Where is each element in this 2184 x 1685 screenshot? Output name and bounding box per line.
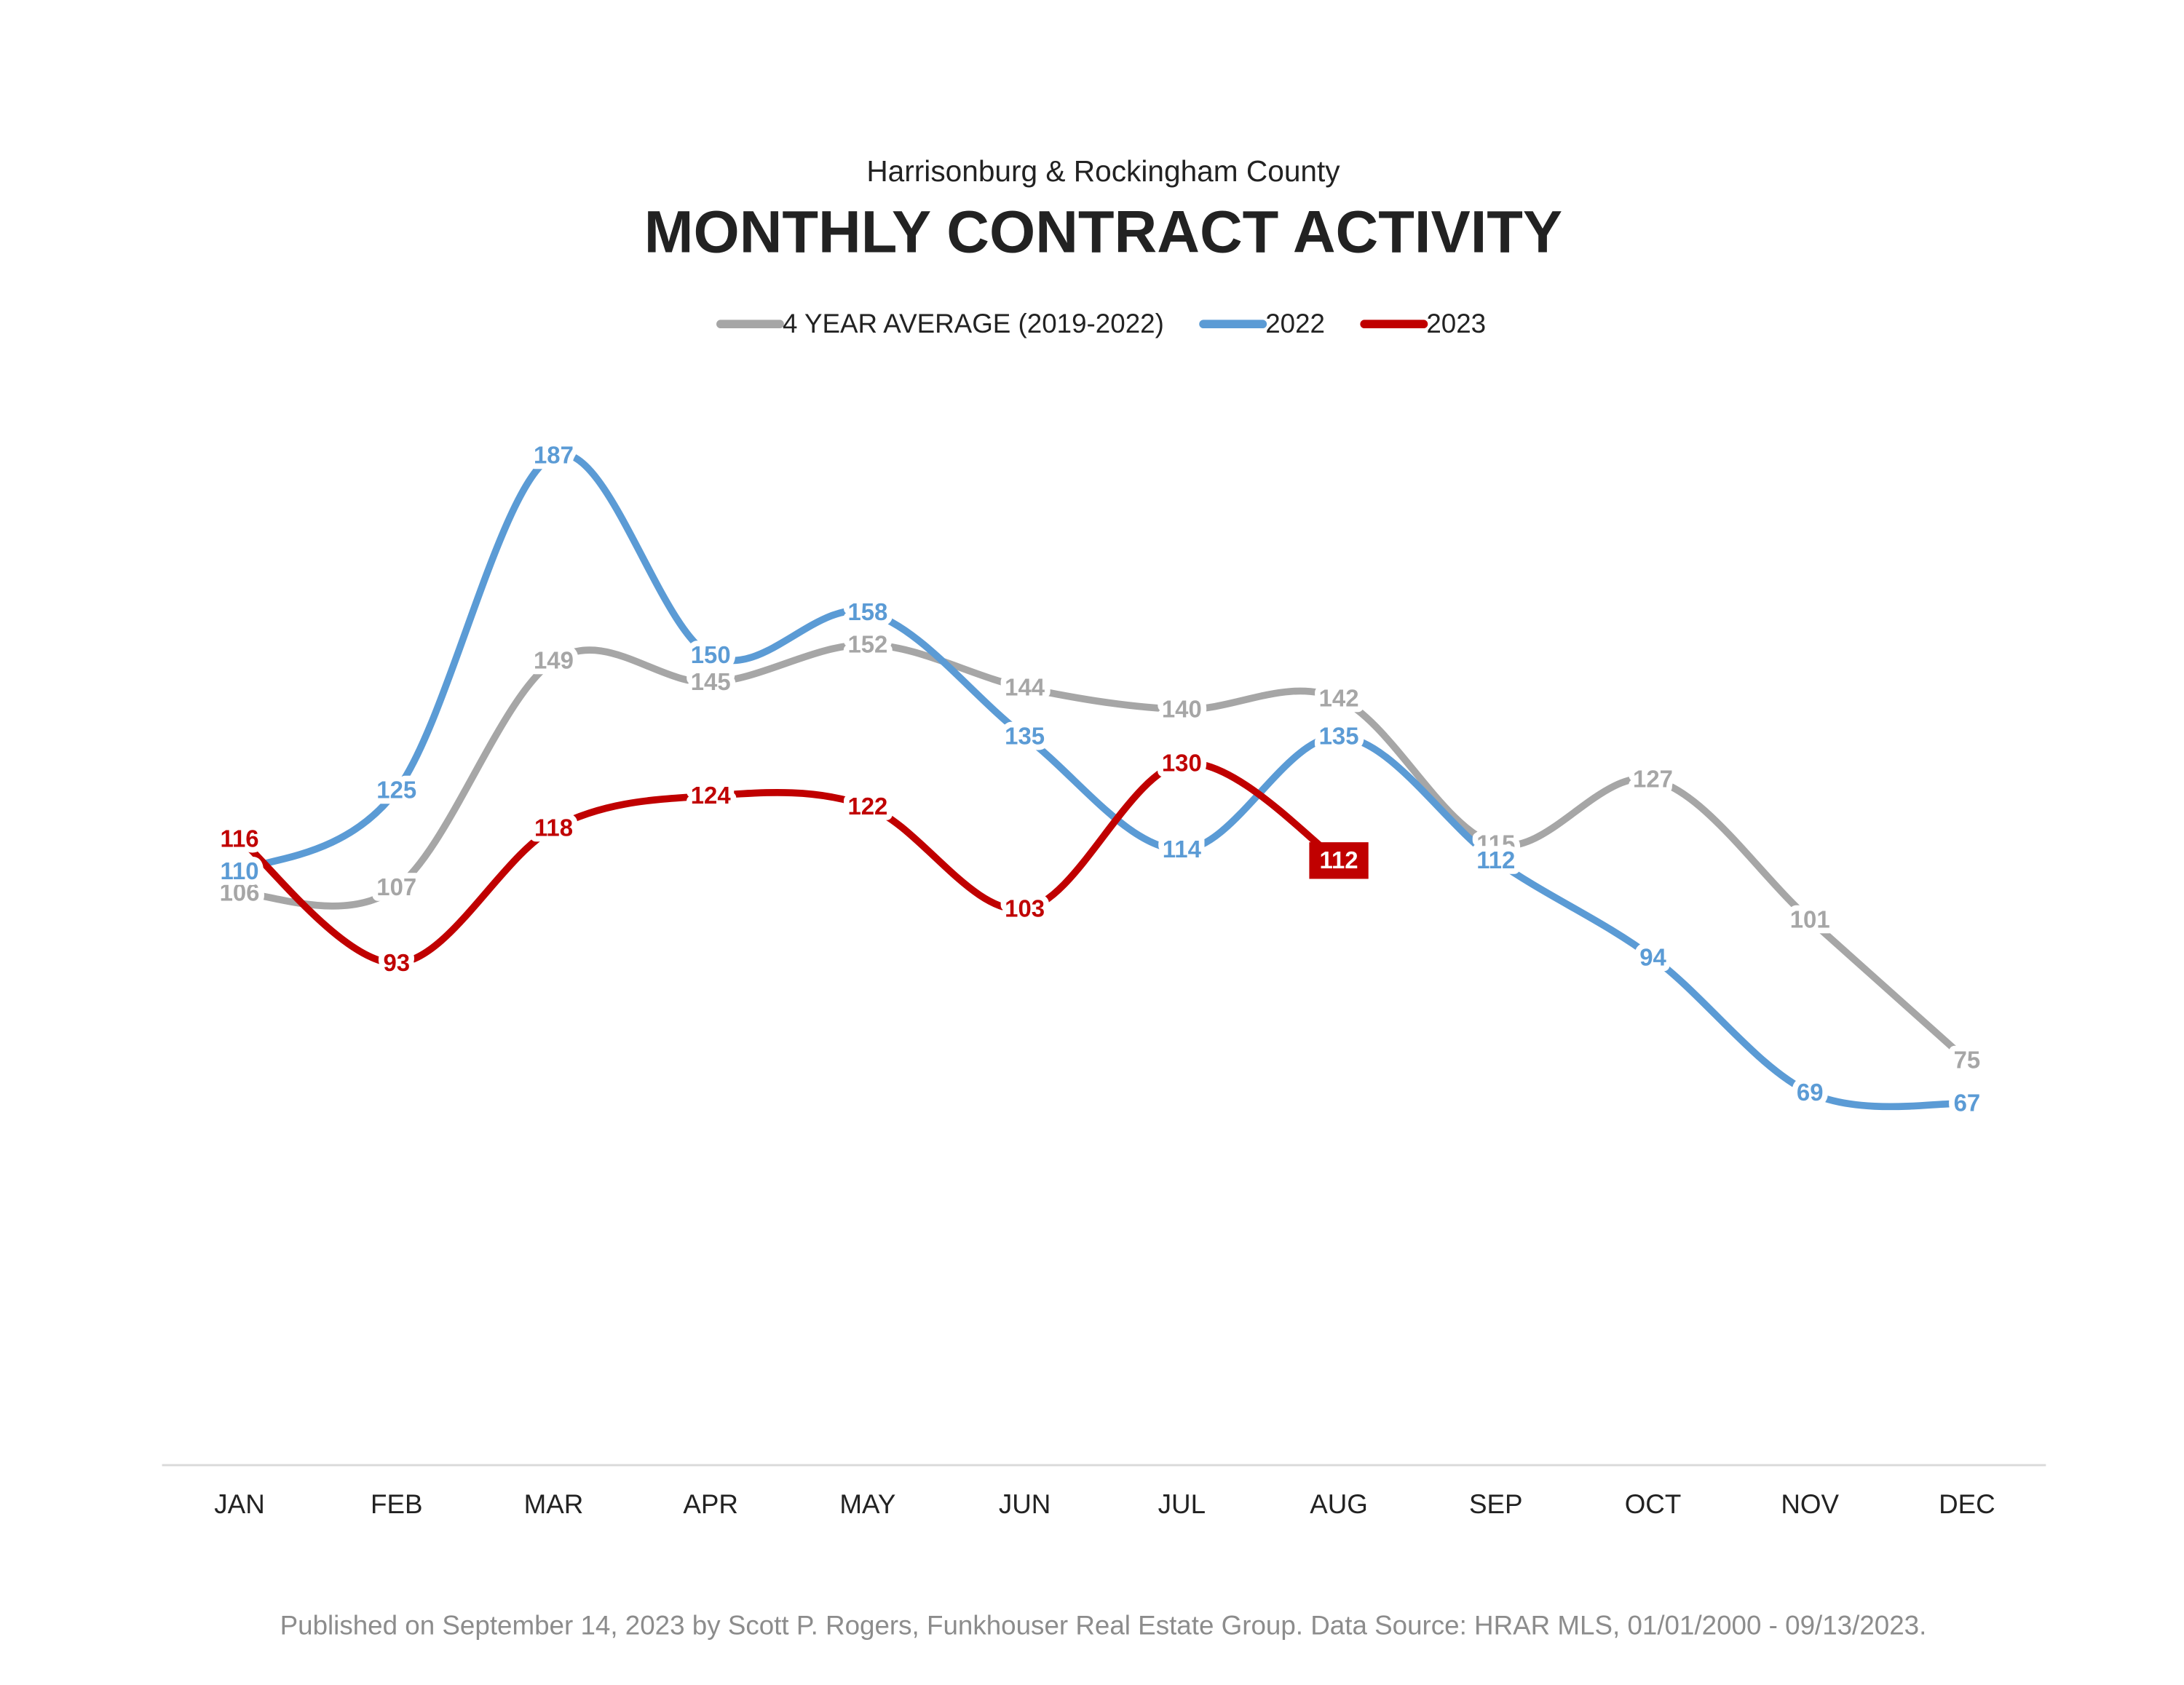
x-tick-label: SEP: [1469, 1489, 1523, 1519]
value-label: 130: [1162, 749, 1202, 776]
value-label: 124: [691, 782, 732, 809]
x-tick-label: APR: [683, 1489, 738, 1519]
value-label: 94: [1639, 943, 1666, 970]
value-label: 114: [1163, 836, 1202, 863]
series-line: [236, 641, 1971, 1064]
value-label: 144: [1005, 674, 1045, 701]
value-label: 142: [1319, 684, 1359, 711]
legend-label: 2023: [1426, 309, 1486, 338]
value-label: 115: [1476, 830, 1515, 857]
value-label: 145: [691, 668, 731, 695]
value-label: 127: [1633, 766, 1673, 793]
x-tick-label: AUG: [1310, 1489, 1368, 1519]
legend-label: 2022: [1265, 309, 1325, 338]
value-label: 93: [383, 949, 410, 976]
value-label: 118: [534, 814, 573, 841]
value-label: 67: [1954, 1090, 1981, 1117]
value-label: 140: [1162, 695, 1202, 722]
series-line: [236, 450, 1971, 1111]
x-tick-label: NOV: [1781, 1489, 1839, 1519]
value-label: 112: [1476, 847, 1515, 873]
value-label: 187: [534, 442, 574, 469]
value-label: 103: [1005, 895, 1045, 922]
value-label: 110: [221, 857, 259, 884]
value-label: 125: [376, 777, 416, 804]
x-tick-label: DEC: [1939, 1489, 1995, 1519]
value-label: 112: [1320, 847, 1358, 873]
value-label: 116: [221, 825, 259, 852]
value-label: 75: [1954, 1046, 1981, 1073]
value-label: 150: [691, 641, 731, 668]
value-label: 158: [847, 598, 887, 625]
x-tick-label: MAR: [524, 1489, 584, 1519]
value-label: 152: [847, 630, 887, 657]
value-label: 106: [220, 879, 260, 905]
x-tick-label: JAN: [214, 1489, 264, 1519]
legend-label: 4 YEAR AVERAGE (2019-2022): [783, 309, 1164, 338]
value-label: 69: [1797, 1079, 1824, 1106]
footnote: Published on September 14, 2023 by Scott…: [280, 1610, 1927, 1640]
x-tick-label: OCT: [1625, 1489, 1682, 1519]
value-label: 149: [534, 647, 574, 674]
value-label: 122: [847, 793, 887, 820]
legend: 4 YEAR AVERAGE (2019-2022) 2022 2023: [716, 309, 1486, 338]
value-label-box: [1309, 842, 1369, 879]
x-tick-label: MAY: [839, 1489, 895, 1519]
x-tick-label: JUL: [1158, 1489, 1206, 1519]
value-label: 135: [1005, 722, 1045, 749]
chart-title: MONTHLY CONTRACT ACTIVITY: [644, 199, 1562, 266]
x-tick-label: FEB: [371, 1489, 423, 1519]
series-line: [236, 759, 1342, 967]
chart-subtitle: Harrisonburg & Rockingham County: [866, 154, 1340, 188]
value-label: 101: [1790, 906, 1830, 933]
value-label: 107: [376, 873, 416, 900]
value-label: 135: [1319, 722, 1359, 749]
x-tick-label: JUN: [999, 1489, 1051, 1519]
